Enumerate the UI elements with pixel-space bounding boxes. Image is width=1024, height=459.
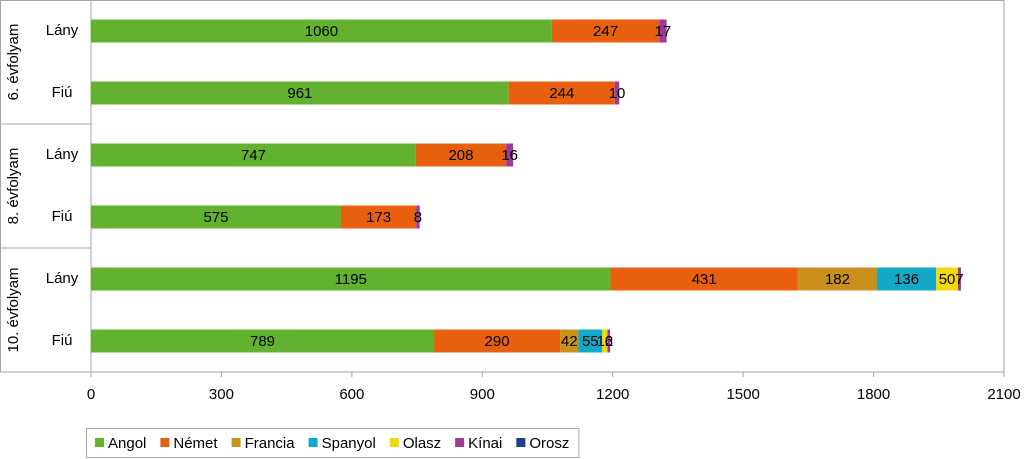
legend-label: Francia (245, 435, 296, 452)
bar-segment (614, 81, 620, 105)
x-tick-label: 300 (209, 386, 234, 403)
data-label: 42 (561, 333, 578, 350)
y-tick-label: Lány (46, 146, 79, 163)
group-label: 6. évfolyam (5, 24, 22, 101)
plot-frame (0, 0, 1005, 373)
legend-swatch (516, 438, 526, 447)
legend-label: Orosz (529, 435, 569, 452)
data-label: 247 (593, 23, 618, 40)
data-label: 182 (825, 271, 850, 288)
y-tick-label: Fiú (52, 332, 73, 349)
data-label: 1060 (305, 23, 338, 40)
bar-segment (91, 205, 341, 229)
group-label: 10. évfolyam (5, 267, 22, 352)
data-label: 55 (582, 333, 599, 350)
x-tick-label: 1200 (596, 386, 629, 403)
data-label: 290 (485, 333, 510, 350)
data-label: 747 (241, 147, 266, 164)
bar-segment (340, 205, 417, 229)
x-tick-label: 900 (470, 386, 495, 403)
x-tick-label: 1800 (857, 386, 890, 403)
data-label: 208 (448, 147, 473, 164)
data-label: 6 (605, 333, 613, 350)
data-label: 431 (692, 271, 717, 288)
bar-segment (610, 267, 798, 291)
data-label: 789 (250, 333, 275, 350)
y-tick-label: Lány (46, 270, 79, 287)
legend-label: Spanyol (322, 435, 376, 452)
legend-label: Német (173, 435, 218, 452)
bar-segment (659, 19, 667, 43)
bar-segment (578, 329, 603, 353)
data-label: 575 (203, 209, 228, 226)
legend-swatch (160, 438, 170, 447)
bar-segment (508, 81, 615, 105)
bar-segment (607, 329, 611, 353)
legend-label: Kínai (468, 435, 502, 452)
legend-frame (86, 428, 580, 458)
bar-segment (506, 143, 514, 167)
bar-segment (91, 81, 509, 105)
data-label: 961 (287, 85, 312, 102)
group-label: 8. évfolyam (5, 148, 22, 225)
legend-label: Angol (108, 435, 146, 452)
y-tick-label: Lány (46, 22, 79, 39)
legend-swatch (95, 438, 104, 447)
data-label: 16 (501, 147, 518, 164)
bar-segment (551, 19, 660, 43)
bar-segment (91, 143, 416, 167)
bar-segment (416, 205, 420, 229)
legend-label: Olasz (403, 435, 441, 452)
x-tick-label: 1500 (726, 386, 759, 403)
bar-segment (877, 267, 937, 291)
y-tick-label: Fiú (52, 208, 73, 225)
data-label: 17 (655, 23, 672, 40)
x-tick-label: 600 (339, 386, 364, 403)
legend: Angol Német Francia Spanyol Olasz Kínai Orosz (86, 428, 580, 458)
y-tick-label: Fiú (52, 84, 73, 101)
bar-segment (415, 143, 507, 167)
bar-segment (91, 267, 611, 291)
bar-segment (797, 267, 878, 291)
data-label: 10 (609, 85, 626, 102)
data-label: 50 (939, 271, 956, 288)
data-label: 173 (366, 209, 391, 226)
data-label: 7 (955, 271, 963, 288)
bar-segment (91, 329, 435, 353)
x-tick-label: 2100 (987, 386, 1020, 403)
legend-swatch (231, 438, 241, 447)
bar-segment (936, 267, 958, 291)
legend-swatch (308, 438, 318, 447)
data-label: 8 (414, 209, 422, 226)
data-label: 244 (549, 85, 574, 102)
bar-segment (91, 19, 552, 43)
bar-segment (957, 267, 961, 291)
data-label: 1195 (335, 271, 367, 288)
bar-segment (560, 329, 579, 353)
bar-segment (434, 329, 561, 353)
x-tick-label: 0 (87, 386, 95, 403)
bar-segment (602, 329, 608, 353)
legend-swatch (455, 438, 465, 447)
legend-swatch (389, 438, 399, 447)
data-label: 136 (894, 271, 919, 288)
